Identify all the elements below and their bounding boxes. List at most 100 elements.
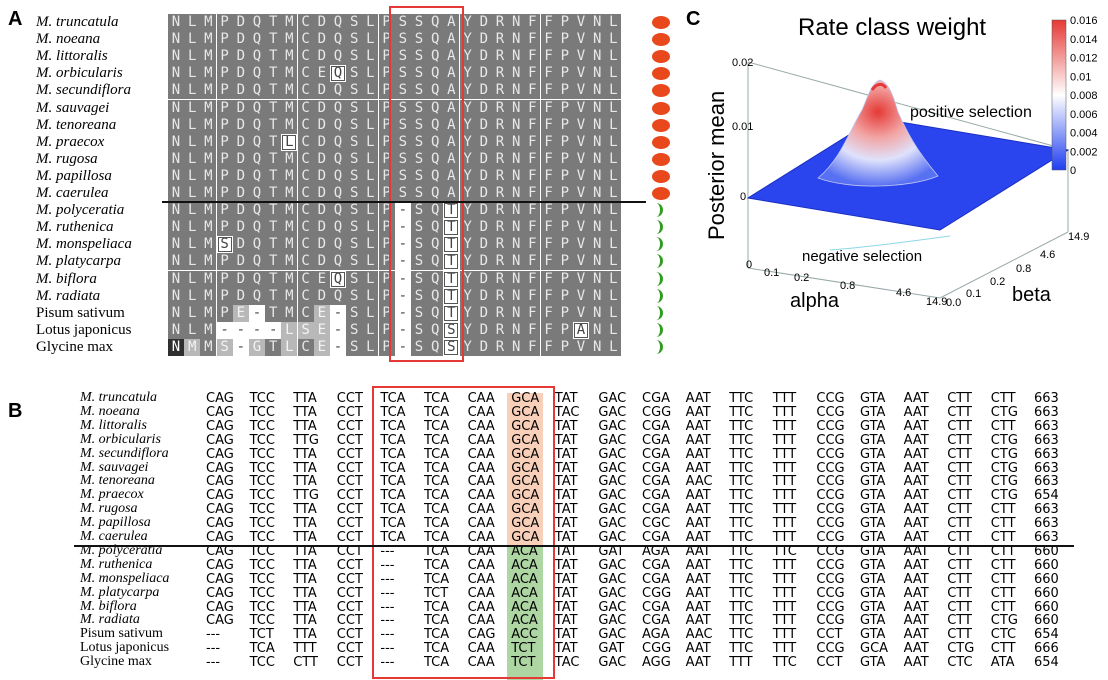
codon-cell: TTT — [772, 432, 797, 448]
residue-cell: S — [443, 321, 460, 339]
alpha-tick-label: 0.2 — [794, 272, 809, 284]
residue-cell: S — [346, 31, 363, 49]
positive-selection-marker — [652, 16, 670, 29]
residue-cell: S — [411, 304, 427, 322]
residue-cell: T — [265, 150, 282, 168]
residue-cell: P — [556, 304, 573, 322]
residue-cell: F — [540, 185, 557, 202]
residue-cell: L — [605, 202, 622, 220]
codon-cell: CCT — [336, 404, 363, 420]
residue-cell: M — [200, 48, 217, 66]
residue-cell: F — [540, 321, 557, 339]
codon-cell: TTT — [772, 460, 797, 476]
residue-cell: N — [589, 31, 606, 49]
codon-cell: CTT — [947, 599, 972, 615]
residue-cell: P — [556, 167, 573, 185]
residue-cell: F — [540, 65, 557, 83]
residue-cell: Q — [427, 321, 444, 339]
codon-cell: CCT — [336, 474, 363, 490]
residue-cell: C — [297, 167, 314, 185]
residue-cell: S — [394, 116, 411, 134]
residue-cell: N — [168, 338, 184, 356]
protein-group-divider — [162, 201, 646, 204]
residue-cell: Q — [427, 116, 444, 134]
codon-cell: GTA — [860, 404, 886, 420]
codon-cell: CTT — [990, 418, 1016, 434]
codon-cell: TCC — [249, 446, 275, 462]
negative-selection-marker — [652, 288, 663, 303]
residue-cell: R — [492, 133, 508, 151]
codon-cell: GAC — [598, 655, 627, 671]
residue-cell: T — [265, 116, 282, 134]
residue-cell: S — [216, 236, 233, 254]
codon-cell: TCT — [249, 627, 274, 643]
colorbar-tick-label: 0.008 — [1070, 90, 1098, 102]
residue-cell: N — [589, 133, 606, 151]
codon-cell: CTC — [947, 655, 973, 671]
codon-cell: CCG — [816, 543, 845, 559]
codon-cell: CCG — [816, 557, 845, 573]
residue-cell: F — [524, 270, 541, 288]
residue-cell: L — [362, 287, 379, 305]
residue-cell: L — [362, 167, 379, 185]
residue-cell: F — [540, 31, 557, 49]
codon-cell: CAG — [206, 516, 234, 532]
panel-a-label: A — [8, 8, 23, 30]
codon-cell: CCG — [816, 530, 845, 545]
codon-cell: CTT — [947, 446, 972, 462]
beta-tick-label: 0.1 — [966, 288, 981, 300]
codon-cell: CAG — [206, 460, 234, 476]
residue-cell: T — [443, 270, 460, 288]
residue-cell: P — [556, 65, 573, 83]
residue-cell: V — [573, 65, 589, 83]
codon-cell: TCA — [424, 391, 450, 406]
residue-cell: C — [297, 31, 314, 49]
residue-cell: L — [362, 48, 379, 66]
codon-cell: TCC — [249, 460, 275, 476]
codon-cell: CCT — [336, 530, 363, 545]
rate-class-weight-plot: Rate class weight — [690, 0, 1108, 330]
residue-cell: Q — [330, 65, 346, 83]
codon-cell: TTT — [772, 557, 797, 573]
residue-cell: Y — [459, 338, 476, 356]
codon-cell: CAG — [206, 474, 234, 490]
codon-cell: TCA — [424, 502, 450, 518]
codon-cell: ACA — [511, 543, 538, 559]
codon-cell: CCT — [336, 446, 363, 462]
residue-cell: R — [492, 219, 508, 237]
residue-cell: N — [508, 321, 525, 339]
codon-cell: TAT — [554, 530, 578, 545]
residue-cell: Y — [459, 82, 476, 100]
codon-cell: CCG — [816, 502, 845, 518]
residue-cell: P — [556, 133, 573, 151]
residue-cell: Q — [330, 14, 346, 31]
codon-cell: --- — [206, 627, 221, 643]
residue-cell: - — [394, 253, 411, 271]
codon-cell: TCA — [424, 488, 450, 504]
residue-cell: N — [589, 116, 606, 134]
residue-cell: S — [394, 167, 411, 185]
codon-cell: CCG — [816, 474, 845, 490]
residue-cell: S — [411, 31, 427, 49]
codon-cell: CTT — [947, 543, 972, 559]
residue-cell: P — [216, 219, 233, 237]
codon-cell: TCC — [249, 418, 275, 434]
residue-cell: D — [475, 321, 492, 339]
residue-cell: F — [524, 133, 541, 151]
residue-cell: L — [605, 185, 622, 202]
codon-cell: CTT — [990, 516, 1016, 532]
codon-cell: TTA — [293, 460, 317, 476]
residue-cell: M — [200, 304, 217, 322]
codon-cell: AAT — [685, 599, 711, 615]
protein-species-label: M. monspeliaca — [36, 236, 132, 253]
codon-cell: TCA — [424, 460, 450, 476]
negative-selection-marker — [652, 339, 663, 354]
codon-cell: TAT — [554, 599, 578, 615]
residue-cell: R — [492, 48, 508, 66]
residue-cell: Q — [249, 99, 265, 117]
residue-cell: Q — [427, 133, 444, 151]
residue-cell: P — [216, 185, 233, 202]
residue-cell: F — [540, 287, 557, 305]
residue-cell: N — [508, 14, 525, 31]
codon-cell: CAG — [206, 599, 234, 615]
